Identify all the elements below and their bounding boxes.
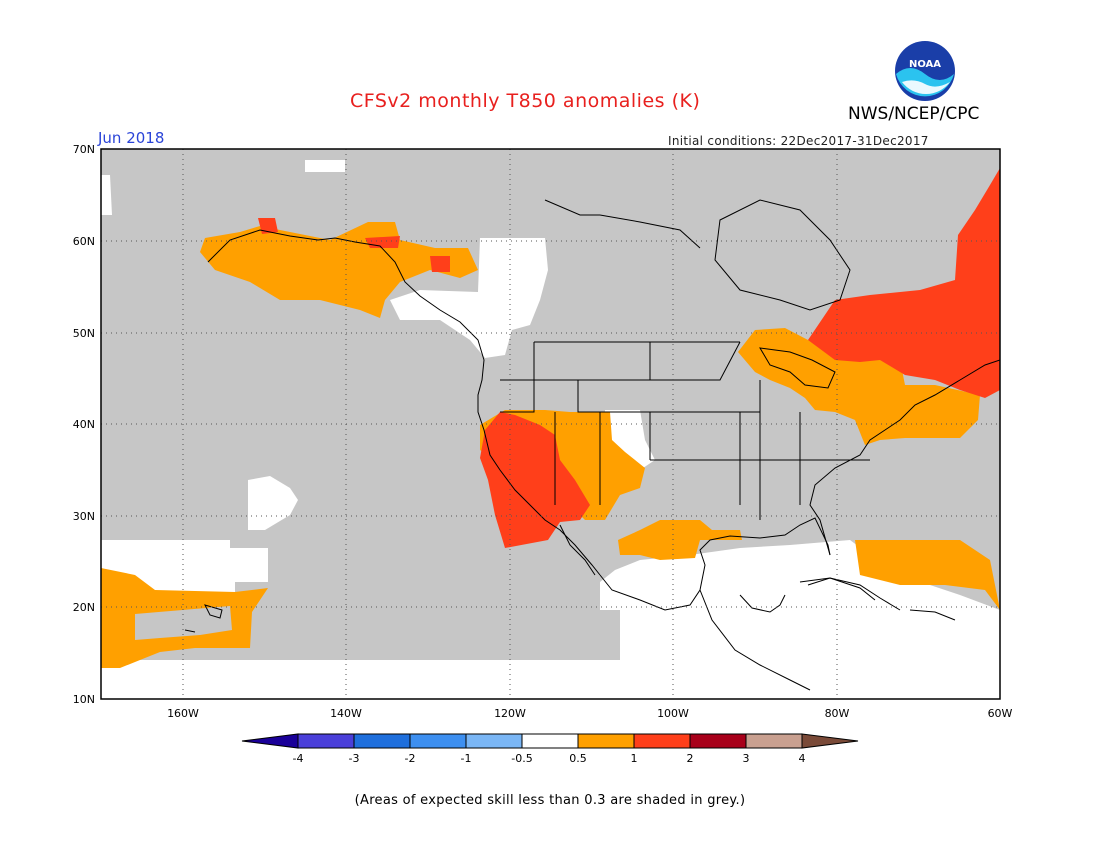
lat-label: 60N <box>73 235 95 248</box>
lat-axis: 70N 60N 50N 40N 30N 20N 10N <box>73 143 95 706</box>
colorbar-tick-label: -4 <box>293 752 304 765</box>
lat-label: 10N <box>73 693 95 706</box>
colorbar-swatch <box>241 733 299 749</box>
anomaly-1-to-2-regions <box>258 168 1000 548</box>
lon-axis: 160W 140W 120W 100W 80W 60W <box>167 707 1012 720</box>
lat-label: 30N <box>73 510 95 523</box>
lon-label: 60W <box>988 707 1013 720</box>
colorbar-swatches <box>241 733 859 749</box>
colorbar-tick-label: -3 <box>349 752 360 765</box>
colorbar-swatch <box>689 733 747 749</box>
colorbar-tick-label: 3 <box>743 752 750 765</box>
graticule <box>101 149 1000 699</box>
colorbar-swatch <box>409 733 467 749</box>
noaa-logo-icon: NOAA <box>895 41 955 101</box>
colorbar-tick-label: 1 <box>631 752 638 765</box>
colorbar-swatch <box>633 733 691 749</box>
lon-label: 140W <box>330 707 362 720</box>
colorbar-swatch <box>745 733 803 749</box>
initial-conditions: Initial conditions: 22Dec2017-31Dec2017 <box>668 134 929 148</box>
colorbar: -4 -3 -2 -1 -0.5 0.5 1 2 3 4 <box>241 733 859 765</box>
footnote: (Areas of expected skill less than 0.3 a… <box>354 793 746 808</box>
chart-title: CFSv2 monthly T850 anomalies (K) <box>350 90 701 112</box>
colorbar-swatch <box>577 733 635 749</box>
forecast-month: Jun 2018 <box>98 129 165 147</box>
colorbar-swatch <box>521 733 579 749</box>
lat-label: 20N <box>73 601 95 614</box>
anomaly-0.5-to-1-regions <box>101 222 1000 668</box>
lon-label: 100W <box>657 707 689 720</box>
colorbar-swatch <box>353 733 411 749</box>
coastlines <box>184 199 1000 691</box>
colorbar-tick-label: 2 <box>687 752 694 765</box>
logo-text: NOAA <box>909 59 941 70</box>
colorbar-tick-label: 4 <box>799 752 806 765</box>
colorbar-tick-labels: -4 -3 -2 -1 -0.5 0.5 1 2 3 4 <box>293 752 806 765</box>
lat-label: 40N <box>73 418 95 431</box>
lon-label: 160W <box>167 707 199 720</box>
lat-label: 50N <box>73 327 95 340</box>
colorbar-tick-label: -1 <box>461 752 472 765</box>
colorbar-tick-label: -2 <box>405 752 416 765</box>
lon-label: 120W <box>494 707 526 720</box>
map-frame <box>100 148 1001 700</box>
lat-label: 70N <box>73 143 95 156</box>
agency-label: NWS/NCEP/CPC <box>848 104 980 124</box>
colorbar-tick-label: 0.5 <box>569 752 587 765</box>
colorbar-swatch <box>465 733 523 749</box>
low-skill-region <box>135 606 232 640</box>
colorbar-tick-label: -0.5 <box>511 752 532 765</box>
lon-label: 80W <box>825 707 850 720</box>
colorbar-swatch <box>801 733 859 749</box>
colorbar-swatch <box>297 733 355 749</box>
